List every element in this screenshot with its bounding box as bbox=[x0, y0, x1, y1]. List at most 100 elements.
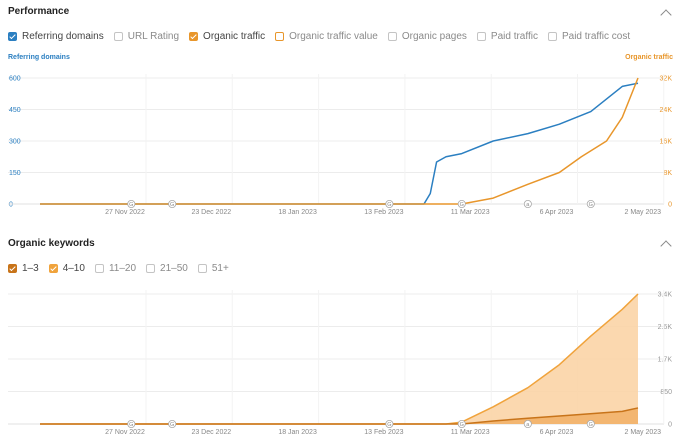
performance-legend-item-3[interactable]: Organic traffic value bbox=[275, 31, 378, 42]
x-tick-label: 13 Feb 2023 bbox=[364, 429, 403, 436]
annotation-marker-label: G bbox=[129, 202, 133, 208]
right-tick-label: 2.6K bbox=[658, 324, 673, 331]
keywords-legend-item-4[interactable]: 51+ bbox=[197, 263, 229, 274]
checkbox-unchecked-icon[interactable] bbox=[113, 32, 123, 41]
legend-label: 4–10 bbox=[62, 263, 85, 274]
annotation-marker-icon bbox=[127, 199, 136, 208]
left-tick-label: 150 bbox=[9, 170, 21, 177]
annotation-marker-icon bbox=[457, 199, 466, 208]
annotation-marker-icon bbox=[523, 419, 532, 428]
legend-label: Organic traffic bbox=[203, 31, 266, 42]
annotation-marker-label: G bbox=[589, 202, 593, 208]
checkbox-checked-icon[interactable] bbox=[8, 264, 17, 273]
checkbox-checked-icon[interactable] bbox=[189, 32, 199, 41]
legend-label: 51+ bbox=[211, 263, 229, 274]
x-tick-label: 13 Feb 2023 bbox=[364, 209, 403, 216]
left-tick-label: 450 bbox=[9, 107, 21, 114]
annotation-marker-icon bbox=[586, 419, 595, 428]
annotation-marker-icon bbox=[385, 199, 394, 208]
right-tick-label: 24K bbox=[660, 107, 673, 114]
legend-label: 21–50 bbox=[160, 263, 188, 274]
performance-legend-item-4[interactable]: Organic pages bbox=[387, 31, 467, 42]
annotation-marker-label: G bbox=[170, 202, 174, 208]
x-tick-label: 6 Apr 2023 bbox=[540, 209, 574, 216]
checkbox-checked-icon[interactable] bbox=[8, 32, 17, 41]
annotation-marker-label: G bbox=[589, 422, 593, 428]
annotation-marker-label: G bbox=[129, 422, 133, 428]
keywords-legend: 1–3 4–10 11–20 21–50 51+ bbox=[8, 263, 239, 274]
right-tick-label: 0 bbox=[668, 422, 672, 429]
performance-legend-item-0[interactable]: Referring domains bbox=[8, 31, 104, 42]
left-axis-title: Referring domains bbox=[8, 54, 70, 61]
x-tick-label: 27 Nov 2022 bbox=[105, 209, 145, 216]
annotation-marker-icon bbox=[586, 199, 595, 208]
keywords-legend-item-0[interactable]: 1–3 bbox=[8, 263, 39, 274]
left-tick-label: 300 bbox=[9, 139, 21, 146]
performance-legend-item-1[interactable]: URL Rating bbox=[113, 31, 180, 42]
performance-legend-item-2[interactable]: Organic traffic bbox=[189, 31, 265, 42]
series-area-0 bbox=[40, 294, 638, 424]
organic-keywords-chart[interactable]: 0 850 1.7K 2.6K 3.4K 27 Nov 2022 23 Dec 2022 18… bbox=[0, 284, 680, 444]
annotation-marker-label: G bbox=[460, 422, 464, 428]
right-tick-label: 1.7K bbox=[658, 357, 673, 364]
right-tick-label: 850 bbox=[660, 389, 672, 396]
legend-label: Paid traffic bbox=[490, 31, 538, 42]
annotation-marker-icon bbox=[168, 419, 177, 428]
x-tick-label: 18 Jan 2023 bbox=[278, 209, 317, 216]
annotation-marker-icon bbox=[385, 419, 394, 428]
checkbox-unchecked-icon[interactable] bbox=[476, 32, 486, 41]
performance-chart[interactable]: 0 8K 16K 24K 32K 0 150 300 450 600 27 Nov 2022 23 D… bbox=[0, 66, 680, 226]
legend-label: Organic pages bbox=[401, 31, 467, 42]
legend-label: 11–20 bbox=[108, 263, 137, 274]
right-axis-title: Organic traffic bbox=[625, 54, 673, 61]
keywords-legend-item-2[interactable]: 11–20 bbox=[94, 263, 137, 274]
legend-label: Paid traffic cost bbox=[561, 31, 631, 42]
checkbox-unchecked-icon[interactable] bbox=[146, 264, 156, 273]
x-tick-label: 27 Nov 2022 bbox=[105, 429, 145, 436]
performance-legend-item-5[interactable]: Paid traffic bbox=[476, 31, 538, 42]
x-tick-label: 6 Apr 2023 bbox=[540, 429, 574, 436]
x-tick-label: 2 May 2023 bbox=[625, 209, 662, 216]
legend-label: Referring domains bbox=[22, 31, 104, 42]
x-tick-label: 23 Dec 2022 bbox=[191, 429, 231, 436]
annotation-marker-label: a bbox=[526, 422, 530, 428]
performance-title: Performance bbox=[8, 6, 70, 17]
right-tick-label: 3.4K bbox=[658, 292, 673, 299]
keywords-legend-item-1[interactable]: 4–10 bbox=[48, 263, 85, 274]
checkbox-unchecked-icon[interactable] bbox=[387, 32, 397, 41]
x-tick-label: 23 Dec 2022 bbox=[191, 209, 231, 216]
x-tick-label: 11 Mar 2023 bbox=[451, 209, 490, 216]
checkbox-unchecked-icon[interactable] bbox=[197, 264, 207, 273]
right-tick-label: 16K bbox=[660, 139, 673, 146]
checkbox-checked-icon[interactable] bbox=[48, 264, 58, 273]
series-area-1 bbox=[40, 407, 638, 424]
performance-legend: Referring domains URL Rating Organic traff… bbox=[8, 31, 640, 42]
legend-label: 1–3 bbox=[22, 263, 39, 274]
annotation-marker-label: G bbox=[387, 422, 391, 428]
checkbox-unchecked-icon[interactable] bbox=[547, 32, 557, 41]
annotation-marker-icon bbox=[127, 419, 136, 428]
annotation-marker-label: a bbox=[526, 202, 530, 208]
checkbox-unchecked-icon[interactable] bbox=[94, 264, 104, 273]
series-line-0 bbox=[40, 82, 639, 205]
left-tick-label: 600 bbox=[9, 76, 21, 83]
annotation-marker-label: G bbox=[170, 422, 174, 428]
left-tick-label: 0 bbox=[9, 202, 13, 209]
legend-label: Organic traffic value bbox=[289, 31, 378, 42]
legend-label: URL Rating bbox=[127, 31, 180, 42]
right-tick-label: 32K bbox=[660, 76, 673, 83]
keywords-legend-item-3[interactable]: 21–50 bbox=[146, 263, 188, 274]
checkbox-unchecked-icon[interactable] bbox=[275, 32, 285, 41]
annotation-marker-icon bbox=[523, 199, 532, 208]
collapse-performance-chevron-up-icon[interactable] bbox=[660, 9, 672, 21]
right-tick-label: 8K bbox=[663, 170, 672, 177]
x-tick-label: 11 Mar 2023 bbox=[451, 429, 490, 436]
collapse-keywords-chevron-up-icon[interactable] bbox=[660, 240, 672, 252]
annotation-marker-label: G bbox=[460, 202, 464, 208]
annotation-marker-icon bbox=[457, 419, 466, 428]
annotation-marker-label: G bbox=[387, 202, 391, 208]
right-tick-label: 0 bbox=[668, 202, 672, 209]
organic-keywords-title: Organic keywords bbox=[8, 238, 95, 249]
performance-legend-item-6[interactable]: Paid traffic cost bbox=[547, 31, 631, 42]
annotation-marker-icon bbox=[168, 199, 177, 208]
